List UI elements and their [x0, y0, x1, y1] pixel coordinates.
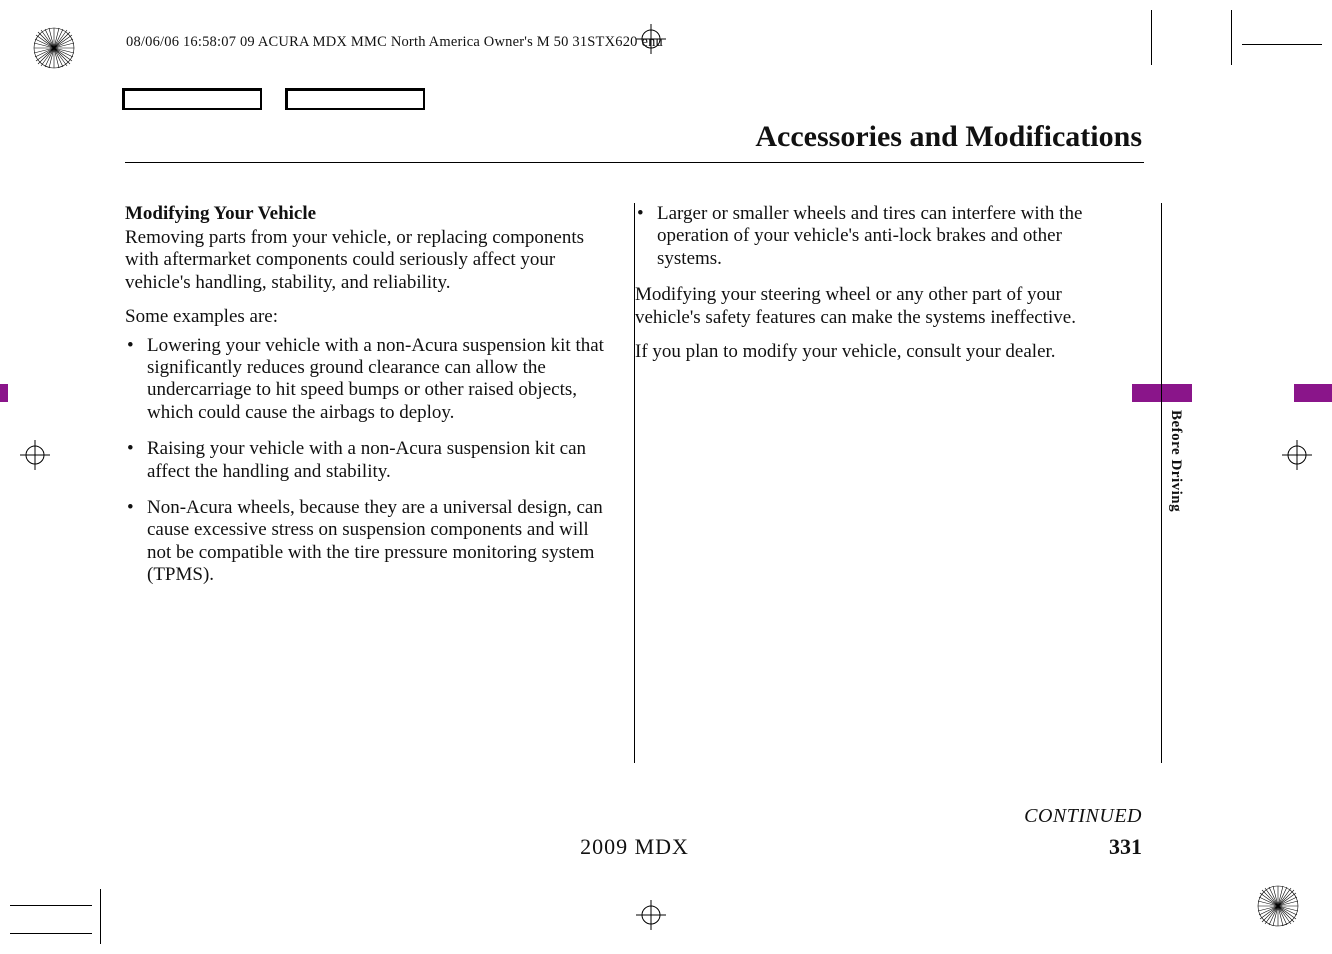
intro-paragraph: Removing parts from your vehicle, or rep…: [125, 227, 616, 294]
crop-mark: [10, 905, 92, 906]
registration-crosshair-icon: [1282, 440, 1312, 470]
page-number: 331: [1109, 834, 1142, 860]
section-tab-bleed: [1294, 384, 1332, 402]
section-subhead: Modifying Your Vehicle: [125, 203, 616, 225]
column-rule: [1161, 203, 1162, 763]
section-tab-bleed: [0, 384, 8, 402]
column-2: Larger or smaller wheels and tires can i…: [635, 203, 1144, 763]
registration-sunburst-icon: [1256, 884, 1300, 928]
body-paragraph: If you plan to modify your vehicle, cons…: [635, 341, 1126, 363]
bullet-item: Raising your vehicle with a non-Acura su…: [125, 438, 616, 483]
crop-mark: [10, 933, 92, 934]
crop-mark: [1231, 10, 1232, 65]
crop-mark: [100, 889, 101, 944]
bullet-list: Larger or smaller wheels and tires can i…: [635, 203, 1126, 270]
continued-label: CONTINUED: [1024, 805, 1142, 828]
page-title: Accessories and Modifications: [125, 120, 1144, 163]
text-columns: Modifying Your Vehicle Removing parts fr…: [125, 203, 1144, 763]
crop-mark: [1242, 44, 1322, 45]
bullet-item: Larger or smaller wheels and tires can i…: [635, 203, 1126, 270]
registration-sunburst-icon: [32, 26, 76, 70]
page-content: Accessories and Modifications Modifying …: [125, 120, 1144, 864]
registration-crosshair-icon: [636, 900, 666, 930]
nav-box-prev[interactable]: [122, 88, 262, 110]
vehicle-model: 2009 MDX: [580, 834, 689, 860]
bullet-list: Lowering your vehicle with a non-Acura s…: [125, 335, 616, 587]
lead-in: Some examples are:: [125, 306, 616, 328]
registration-crosshair-icon: [20, 440, 50, 470]
column-1: Modifying Your Vehicle Removing parts fr…: [125, 203, 634, 763]
manual-page: Before Driving 08/06/06 16:58:07 09 ACUR…: [0, 0, 1332, 954]
bullet-item: Non-Acura wheels, because they are a uni…: [125, 497, 616, 587]
print-job-stamp: 08/06/06 16:58:07 09 ACURA MDX MMC North…: [126, 34, 663, 51]
crop-mark: [1151, 10, 1152, 65]
section-label: Before Driving: [1167, 410, 1184, 512]
nav-box-next[interactable]: [285, 88, 425, 110]
body-paragraph: Modifying your steering wheel or any oth…: [635, 284, 1126, 329]
bullet-item: Lowering your vehicle with a non-Acura s…: [125, 335, 616, 425]
